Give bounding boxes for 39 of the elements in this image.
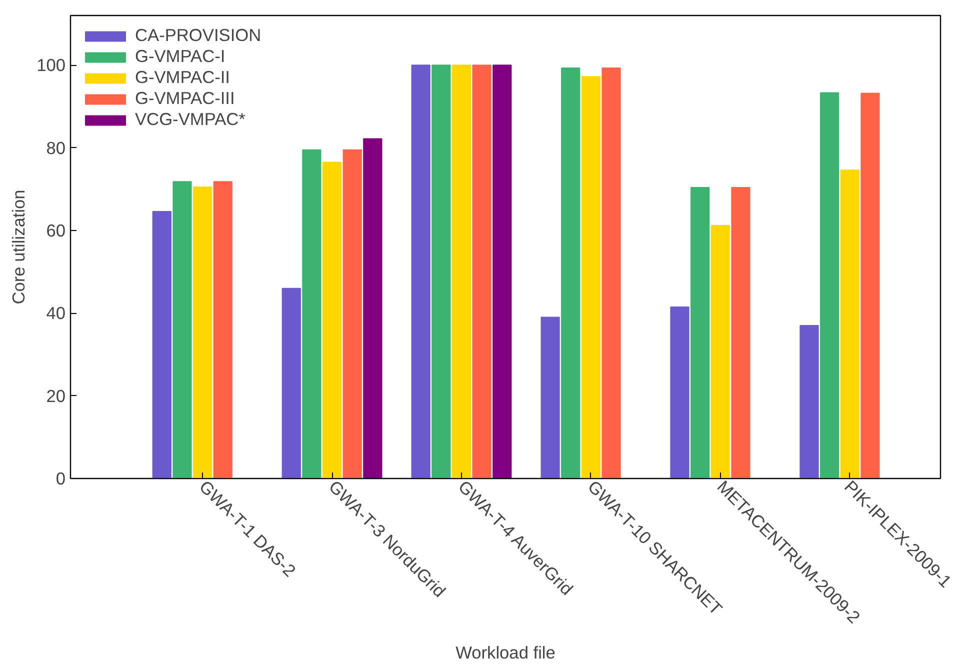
legend-label: G-VMPAC-III — [135, 88, 235, 109]
y-tick-label: 40 — [46, 303, 66, 324]
bar — [152, 210, 172, 478]
bar — [302, 149, 322, 478]
bar — [561, 68, 580, 478]
bar — [820, 92, 840, 478]
bar — [731, 186, 750, 478]
y-tick-label: 60 — [46, 220, 66, 240]
bar — [411, 64, 430, 478]
bar — [602, 68, 621, 478]
bar — [282, 288, 301, 478]
y-axis-title: Core utilization — [8, 190, 29, 304]
bar — [800, 325, 819, 478]
bar — [363, 138, 382, 478]
legend-label: VCG-VMPAC* — [135, 109, 246, 130]
y-tick-label: 80 — [46, 138, 66, 158]
bar — [172, 181, 192, 478]
bar — [472, 64, 492, 478]
bar — [540, 316, 560, 478]
bar — [492, 64, 512, 478]
bar — [452, 64, 472, 478]
bar — [710, 225, 730, 478]
legend-label: G-VMPAC-II — [135, 67, 230, 88]
bar — [192, 186, 212, 478]
bar — [690, 186, 710, 478]
y-tick-label: 0 — [56, 468, 66, 488]
bar — [581, 76, 601, 478]
bar — [432, 64, 451, 478]
bar — [213, 181, 232, 478]
bar — [670, 306, 690, 478]
legend-label: G-VMPAC-I — [135, 46, 226, 67]
x-axis-title: Workload file — [456, 642, 556, 662]
bar — [342, 149, 362, 478]
bar — [860, 92, 880, 478]
legend-label: CA-PROVISION — [135, 25, 262, 46]
bar — [840, 170, 860, 478]
y-tick-label: 20 — [46, 386, 66, 406]
bar — [322, 162, 342, 478]
y-tick-label: 100 — [36, 55, 66, 76]
